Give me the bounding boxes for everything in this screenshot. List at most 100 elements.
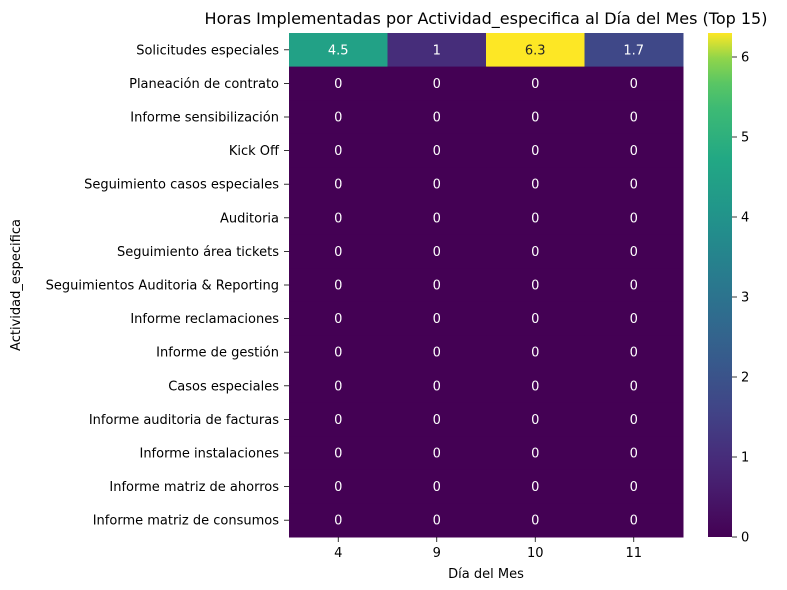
y-tick-label: Informe de gestión (156, 346, 279, 361)
heatmap-cell (387, 469, 487, 504)
heatmap-cell (289, 503, 388, 538)
cell-value-label: 0 (334, 346, 342, 361)
cell-value-label: 0 (630, 178, 638, 193)
heatmap-cell (387, 402, 487, 437)
heatmap-cell (289, 133, 388, 168)
cell-value-label: 0 (334, 77, 342, 92)
heatmap-cell (387, 201, 487, 236)
cell-value-label: 0 (531, 211, 539, 226)
y-tick-label: Casos especiales (168, 379, 279, 394)
x-tick-label: 4 (334, 546, 342, 561)
heatmap-cell (584, 436, 684, 471)
cell-value-label: 0 (433, 514, 441, 529)
heatmap-cell (584, 33, 684, 68)
cell-value-label: 0 (433, 279, 441, 294)
heatmap-cell (387, 503, 487, 538)
heatmap-cell (289, 201, 388, 236)
colorbar-ticks: 0 1 2 3 4 5 6 (732, 51, 749, 546)
cell-value-label: 0 (531, 144, 539, 159)
heatmap-cell (486, 301, 585, 336)
cell-value-label: 0 (531, 111, 539, 126)
y-tick-label: Seguimientos Auditoria & Reporting (46, 279, 279, 294)
y-tick-label: Seguimiento casos especiales (84, 178, 279, 193)
y-tick-label: Auditoria (220, 211, 279, 226)
cell-value-label: 0 (531, 413, 539, 428)
chart-title: Horas Implementadas por Actividad_especi… (205, 9, 768, 29)
cell-value-label: 0 (630, 346, 638, 361)
y-tick-label: Informe reclamaciones (130, 312, 279, 327)
heatmap-cell (387, 369, 487, 404)
heatmap-cell (584, 469, 684, 504)
heatmap-cell (486, 335, 585, 370)
heatmap-cell (289, 402, 388, 437)
y-tick-label: Informe matriz de consumos (93, 514, 280, 529)
y-tick-label: Kick Off (229, 144, 280, 159)
cell-value-label: 0 (531, 379, 539, 394)
heatmap-cell (289, 33, 388, 68)
heatmap-cell (387, 33, 487, 68)
heatmap-cell (584, 268, 684, 303)
cell-value-label: 0 (433, 77, 441, 92)
heatmap-cell (584, 100, 684, 135)
heatmap-cell (486, 234, 585, 269)
heatmap-cell (584, 234, 684, 269)
cell-value-label: 0 (433, 211, 441, 226)
cell-value-label: 0 (531, 514, 539, 529)
heatmap-cell (486, 268, 585, 303)
cell-value-label: 0 (334, 514, 342, 529)
cell-value-label: 0 (433, 413, 441, 428)
colorbar-tick-label: 1 (741, 451, 749, 466)
heatmap-cell (387, 268, 487, 303)
cell-value-label: 0 (630, 144, 638, 159)
cell-value-label: 0 (334, 211, 342, 226)
cell-value-label: 0 (433, 379, 441, 394)
y-tick-label: Informe instalaciones (139, 447, 279, 462)
y-tick-label: Seguimiento área tickets (117, 245, 279, 260)
cell-value-label: 0 (433, 312, 441, 327)
heatmap-cell (387, 436, 487, 471)
heatmap-cell (584, 369, 684, 404)
cell-value-label: 1.7 (623, 43, 644, 58)
heatmap-cell (486, 66, 585, 101)
cell-value-label: 0 (531, 245, 539, 260)
heatmap-cell (584, 201, 684, 236)
cell-value-label: 0 (531, 447, 539, 462)
colorbar-tick-label: 0 (741, 531, 749, 546)
cell-value-label: 1 (433, 43, 441, 58)
x-tick-label: 11 (625, 546, 642, 561)
heatmap-cell (387, 301, 487, 336)
colorbar-tick-label: 3 (741, 291, 749, 306)
cell-value-label: 0 (630, 379, 638, 394)
heatmap-cell (486, 402, 585, 437)
colorbar (708, 33, 732, 537)
heatmap-cell (289, 234, 388, 269)
cell-value-label: 0 (334, 312, 342, 327)
cell-value-label: 0 (630, 312, 638, 327)
cell-value-label: 0 (630, 514, 638, 529)
y-tick-label: Informe sensibilización (130, 111, 279, 126)
heatmap-cell (584, 402, 684, 437)
cell-value-label: 0 (433, 178, 441, 193)
heatmap-cell (584, 167, 684, 202)
heatmap-cell (387, 234, 487, 269)
cell-value-label: 0 (531, 77, 539, 92)
cell-value-label: 6.3 (525, 43, 546, 58)
heatmap-cell (289, 268, 388, 303)
cell-value-label: 0 (630, 413, 638, 428)
heatmap-cell (584, 133, 684, 168)
heatmap-cell (486, 201, 585, 236)
cell-value-label: 0 (433, 346, 441, 361)
cell-value-label: 0 (531, 480, 539, 495)
cell-value-label: 0 (433, 447, 441, 462)
cell-value-label: 0 (334, 144, 342, 159)
heatmap-cell (289, 100, 388, 135)
heatmap-cell (486, 100, 585, 135)
cell-value-label: 0 (630, 77, 638, 92)
cell-value-label: 0 (630, 447, 638, 462)
cell-value-label: 0 (433, 144, 441, 159)
y-tick-label: Informe auditoria de facturas (89, 413, 279, 428)
y-tick-label: Informe matriz de ahorros (109, 480, 279, 495)
cell-value-label: 0 (334, 245, 342, 260)
heatmap-cell (584, 301, 684, 336)
